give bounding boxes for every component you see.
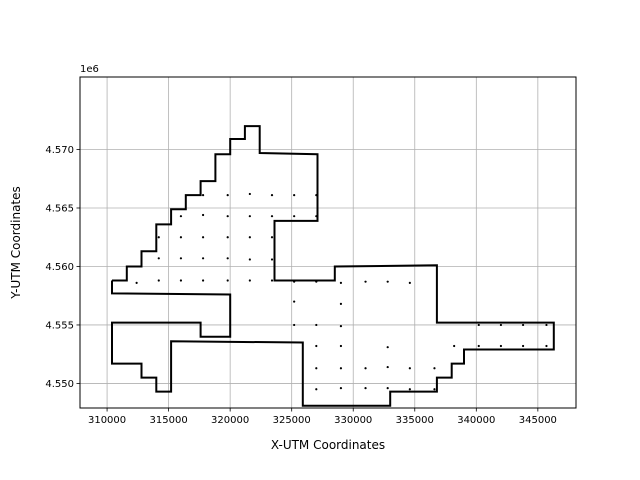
sample-point <box>293 300 296 303</box>
sample-point <box>364 367 367 370</box>
sample-point <box>315 388 318 391</box>
sample-point <box>477 344 480 348</box>
axis-ticks: 310000 315000 320000 325000 330000 335000 3400… <box>45 145 557 426</box>
x-tick-label: 320000 <box>211 415 249 426</box>
sample-point <box>201 257 205 260</box>
y-offset-label: 1e6 <box>80 64 99 75</box>
sample-point <box>545 344 548 348</box>
x-tick-label: 340000 <box>457 415 495 426</box>
sample-point <box>433 388 436 391</box>
sample-point <box>315 344 318 348</box>
x-tick-label: 330000 <box>334 415 372 426</box>
sample-point <box>339 367 343 370</box>
y-tick-label: 4.565 <box>45 203 74 214</box>
sample-point <box>315 367 318 370</box>
sample-point <box>226 257 229 260</box>
sample-point <box>339 302 343 306</box>
y-tick-label: 4.570 <box>45 145 74 156</box>
x-tick-label: 325000 <box>273 415 311 426</box>
y-tick-label: 4.560 <box>45 262 74 273</box>
sample-point <box>179 215 183 218</box>
sample-point <box>248 215 251 218</box>
sample-point <box>248 236 251 239</box>
sample-point <box>386 346 389 349</box>
sample-point <box>157 279 160 282</box>
sample-point <box>339 281 343 284</box>
sample-point <box>408 281 411 284</box>
sample-point <box>248 279 251 282</box>
sample-point <box>315 323 318 327</box>
sample-point <box>270 258 274 261</box>
sample-point <box>179 236 183 239</box>
x-axis-label: X-UTM Coordinates <box>271 438 385 452</box>
sample-point <box>201 213 205 217</box>
boundary-outline <box>111 125 555 407</box>
plot-area <box>80 77 576 408</box>
x-tick-label: 315000 <box>150 415 188 426</box>
sample-point <box>386 280 389 283</box>
sample-point <box>293 194 296 197</box>
sample-point <box>339 325 343 328</box>
sample-point <box>248 258 251 261</box>
sample-point <box>226 215 229 218</box>
sample-point <box>157 257 160 260</box>
sample-point <box>270 279 274 282</box>
sample-point <box>339 344 343 348</box>
sample-point <box>226 236 229 239</box>
sample-point <box>293 215 296 218</box>
y-tick-label: 4.555 <box>45 320 74 331</box>
sample-point <box>201 236 205 239</box>
sample-point <box>293 323 296 327</box>
sample-point <box>179 257 183 260</box>
sample-point <box>135 281 138 284</box>
boundary-line <box>111 125 555 407</box>
sample-point <box>521 323 525 327</box>
sample-point <box>386 365 389 369</box>
sample-points <box>135 192 548 391</box>
sample-point <box>157 236 160 239</box>
sample-point <box>270 215 274 218</box>
sample-point <box>179 279 183 282</box>
sample-point <box>201 194 205 197</box>
sample-point <box>433 367 436 370</box>
sample-point <box>364 280 367 283</box>
sample-point <box>201 279 205 282</box>
sample-point <box>248 192 251 196</box>
sample-point <box>270 194 274 197</box>
sample-point <box>386 387 389 390</box>
sample-point <box>499 344 503 348</box>
sample-point <box>545 323 548 327</box>
sample-point <box>499 323 503 327</box>
x-tick-label: 310000 <box>88 415 126 426</box>
plot-frame <box>79 76 577 409</box>
sample-point <box>408 367 411 370</box>
sample-point <box>453 344 456 348</box>
y-axis-label: Y-UTM Coordinates <box>9 186 23 300</box>
sample-point <box>364 387 367 390</box>
sample-point <box>521 344 525 348</box>
sample-point <box>226 194 229 197</box>
y-tick-label: 4.550 <box>45 379 74 390</box>
sample-point <box>339 387 343 390</box>
x-tick-label: 335000 <box>396 415 434 426</box>
sample-point <box>477 323 480 327</box>
x-tick-label: 345000 <box>519 415 557 426</box>
sample-point <box>226 279 229 282</box>
sample-point <box>408 388 411 391</box>
grid-lines <box>80 77 576 408</box>
sample-point <box>270 236 274 239</box>
